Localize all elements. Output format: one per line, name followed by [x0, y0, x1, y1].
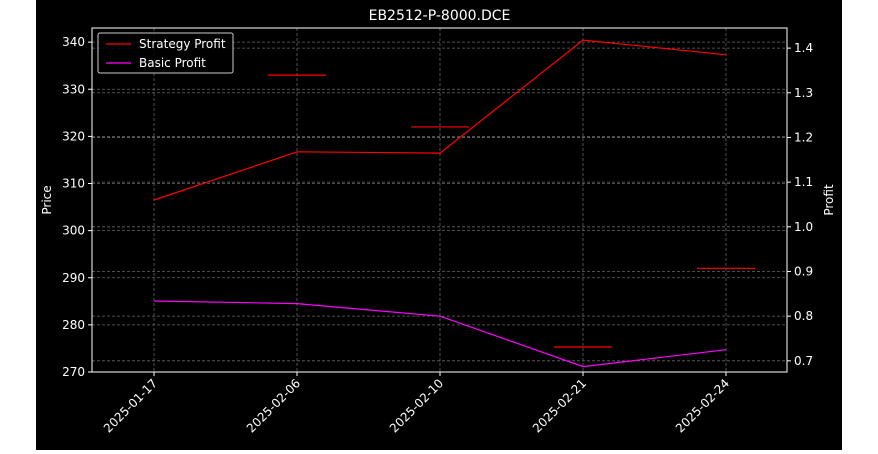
legend-label-strategy-profit: Strategy Profit	[139, 37, 226, 51]
y-tick-label: 300	[62, 224, 85, 238]
grid-layer	[92, 28, 787, 373]
x-tick-label: 2025-02-24	[673, 376, 732, 435]
chart-title: EB2512-P-8000.DCE	[369, 8, 511, 24]
y2-tick-label: 0.9	[794, 264, 813, 278]
series-line-strategy-profit	[153, 39, 727, 201]
legend-label-basic-profit: Basic Profit	[139, 56, 206, 70]
plot-frame	[91, 27, 788, 373]
y-tick-label: 280	[62, 318, 85, 332]
x-tick-label: 2025-01-17	[101, 376, 160, 435]
x-tick-label: 2025-02-06	[244, 376, 303, 435]
price-marker-layer	[268, 74, 755, 348]
y2-tick-label: 0.7	[794, 354, 813, 368]
y-tick-label: 330	[62, 82, 85, 96]
y2-tick-label: 1.2	[794, 130, 813, 144]
x-tick-label: 2025-02-10	[387, 376, 446, 435]
y2-tick-label: 1.1	[794, 175, 813, 189]
y-tick-label: 320	[62, 129, 85, 143]
y-tick-label: 270	[62, 365, 85, 379]
y-tick-label: 340	[62, 35, 85, 49]
legend: Strategy Profit Basic Profit	[97, 32, 234, 74]
series-layer	[153, 39, 727, 368]
y-tick-label: 310	[62, 177, 85, 191]
y2-tick-label: 0.8	[794, 309, 813, 323]
chart-figure: 270 280 290 300 310 320 330 340 0.7 0.8 0.9 1.0 1.1 1…	[36, 0, 842, 450]
y2-tick-label: 1.4	[794, 41, 813, 55]
chart-canvas: 270 280 290 300 310 320 330 340 0.7 0.8 0.9 1.0 1.1 1…	[40, 8, 836, 435]
y2-tick-label: 1.3	[794, 86, 813, 100]
x-tick-label: 2025-02-21	[530, 376, 589, 435]
y2-tick-label: 1.0	[794, 220, 813, 234]
tick-layer: 270 280 290 300 310 320 330 340 0.7 0.8 0.9 1.0 1.1 1…	[62, 35, 813, 435]
series-line-basic-profit	[153, 300, 727, 368]
y2-axis-label: Profit	[822, 184, 836, 216]
legend-box	[97, 32, 234, 74]
y-axis-label: Price	[40, 185, 54, 214]
y-tick-label: 290	[62, 271, 85, 285]
